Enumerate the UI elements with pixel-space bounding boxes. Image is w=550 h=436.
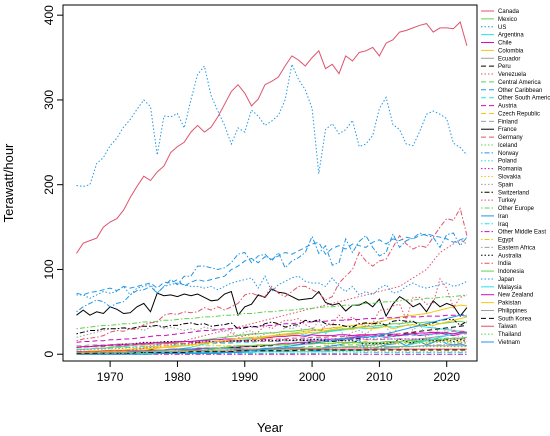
legend-label-32: India bbox=[498, 261, 512, 267]
series-lines bbox=[76, 21, 468, 355]
legend-label-17: Iceland bbox=[498, 143, 517, 149]
legend-label-26: Iran bbox=[498, 214, 508, 220]
legend-label-16: Germany bbox=[498, 135, 523, 141]
legend-label-27: Iraq bbox=[498, 222, 508, 228]
series-line-31 bbox=[76, 338, 468, 348]
legend-label-28: Other Middle East bbox=[498, 230, 546, 236]
legend-label-15: France bbox=[498, 127, 517, 133]
x-axis: 1970 1980 1990 2000 2010 2020 bbox=[97, 361, 460, 384]
legend-label-3: Argentina bbox=[498, 33, 524, 39]
legend-label-14: Finland bbox=[498, 119, 518, 125]
series-line-14 bbox=[76, 337, 467, 347]
legend-label-23: Switzerland bbox=[498, 190, 529, 196]
legend-label-8: Venezuela bbox=[498, 72, 527, 78]
series-line-8 bbox=[76, 239, 468, 351]
series-line-40 bbox=[76, 348, 467, 353]
legend-label-9: Central America bbox=[498, 80, 541, 86]
series-line-25 bbox=[76, 294, 467, 330]
series-line-10 bbox=[76, 233, 468, 296]
y-tick-label-4: 400 bbox=[42, 5, 56, 25]
x-tick-label-3: 2000 bbox=[299, 370, 326, 384]
legend-label-35: Malaysia bbox=[498, 285, 522, 291]
legend-label-10: Other Caribbean bbox=[498, 88, 542, 94]
x-tick-label-5: 2020 bbox=[433, 370, 460, 384]
y-tick-label-0: 0 bbox=[42, 351, 56, 358]
series-line-16 bbox=[76, 330, 467, 348]
x-tick-label-1: 1980 bbox=[164, 370, 191, 384]
legend-label-19: Poland bbox=[498, 159, 517, 165]
legend-label-40: Taiwan bbox=[498, 324, 517, 330]
series-line-39 bbox=[76, 349, 467, 354]
legend-label-13: Czech Republic bbox=[498, 111, 540, 117]
series-line-2 bbox=[76, 62, 468, 187]
series-line-36 bbox=[76, 331, 467, 348]
x-tick-label-4: 2010 bbox=[366, 370, 393, 384]
y-axis: 0 100 200 300 400 bbox=[42, 5, 63, 358]
legend-label-24: Turkey bbox=[498, 198, 516, 204]
legend-label-41: Thailand bbox=[498, 332, 521, 338]
legend-label-25: Other Europe bbox=[498, 206, 535, 212]
legend-label-2: US bbox=[498, 25, 506, 31]
plot-area-frame bbox=[62, 4, 478, 362]
legend-label-18: Norway bbox=[498, 151, 518, 157]
series-line-15 bbox=[76, 288, 468, 318]
legend-label-6: Ecuador bbox=[498, 56, 520, 62]
series-line-42 bbox=[76, 314, 467, 355]
legend-label-4: Chile bbox=[498, 41, 512, 47]
legend-label-30: Eastern Africa bbox=[498, 245, 536, 251]
legend-label-0: Canada bbox=[498, 9, 520, 15]
x-tick-label-2: 1990 bbox=[231, 370, 258, 384]
x-axis-title: Year bbox=[257, 420, 284, 435]
y-tick-label-3: 300 bbox=[42, 90, 56, 110]
legend-label-22: Spain bbox=[498, 182, 513, 188]
legend-label-7: Peru bbox=[498, 64, 511, 70]
legend-label-5: Colombia bbox=[498, 48, 524, 54]
legend-label-38: Philippines bbox=[498, 308, 527, 314]
legend-label-1: Mexico bbox=[498, 17, 518, 23]
series-line-5 bbox=[76, 304, 467, 353]
y-axis-title: Terawatt/hour bbox=[1, 143, 16, 222]
series-line-20 bbox=[76, 338, 467, 354]
series-line-12 bbox=[76, 313, 467, 343]
legend-label-21: Slovakia bbox=[498, 175, 521, 181]
legend-label-39: South Korea bbox=[498, 316, 532, 322]
series-line-23 bbox=[76, 318, 468, 335]
legend-label-33: Indonesia bbox=[498, 269, 525, 275]
legend-label-37: Pakistan bbox=[498, 301, 521, 307]
legend-label-42: Vietnam bbox=[498, 340, 520, 346]
x-tick-label-0: 1970 bbox=[97, 370, 124, 384]
legend-label-34: Japan bbox=[498, 277, 514, 283]
series-line-22 bbox=[76, 317, 468, 341]
series-line-0 bbox=[76, 21, 468, 254]
legend-label-36: New Zealand bbox=[498, 293, 533, 299]
legend-label-12: Austria bbox=[498, 104, 517, 110]
legend-label-11: Other South America bbox=[498, 96, 550, 102]
legend-label-31: Australia bbox=[498, 253, 522, 259]
series-line-32 bbox=[76, 207, 468, 342]
y-tick-label-2: 200 bbox=[42, 174, 56, 194]
series-line-27 bbox=[76, 352, 467, 354]
legend-label-20: Romania bbox=[498, 167, 523, 173]
series-line-41 bbox=[76, 346, 467, 355]
legend-label-29: Egypt bbox=[498, 238, 514, 244]
y-tick-label-1: 100 bbox=[42, 259, 56, 279]
series-line-37 bbox=[76, 316, 468, 353]
